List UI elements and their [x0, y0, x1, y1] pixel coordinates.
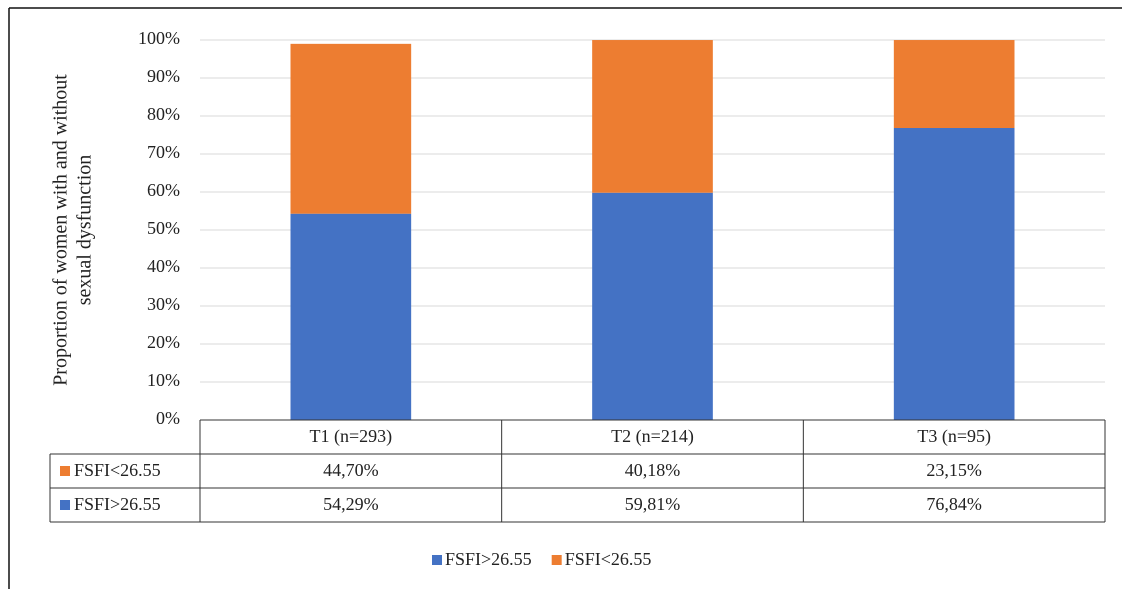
- table-value: 44,70%: [323, 460, 379, 480]
- bar-segment: [592, 192, 713, 420]
- x-tick-label: T3 (n=95): [917, 426, 991, 447]
- legend-label: FSFI>26.55: [445, 549, 532, 569]
- x-tick-label: T1 (n=293): [310, 426, 393, 447]
- y-tick-label: 70%: [147, 142, 180, 162]
- y-tick-label: 100%: [138, 28, 180, 48]
- bar-segment: [290, 213, 412, 420]
- table-legend-key: [60, 466, 70, 476]
- y-tick-label: 10%: [147, 370, 180, 390]
- table-value: 23,15%: [926, 460, 982, 480]
- bar-segment: [592, 40, 713, 193]
- y-tick-label: 40%: [147, 256, 180, 276]
- y-tick-label: 60%: [147, 180, 180, 200]
- x-tick-label: T2 (n=214): [611, 426, 694, 447]
- y-tick-label: 50%: [147, 218, 180, 238]
- bar-segment: [290, 43, 412, 214]
- y-tick-label: 90%: [147, 66, 180, 86]
- table-value: 54,29%: [323, 494, 379, 514]
- table-legend-key: [60, 500, 70, 510]
- legend-key: [432, 555, 442, 565]
- legend-label: FSFI<26.55: [565, 549, 652, 569]
- y-axis-label-line: sexual dysfunction: [74, 155, 96, 306]
- y-tick-label: 80%: [147, 104, 180, 124]
- legend-key: [551, 555, 562, 565]
- bar-segment: [893, 40, 1015, 129]
- table-series-name: FSFI>26.55: [74, 494, 161, 514]
- y-tick-label: 20%: [147, 332, 180, 352]
- table-value: 76,84%: [926, 494, 982, 514]
- y-tick-label: 0%: [156, 408, 180, 428]
- bar-segment: [893, 128, 1015, 420]
- y-axis-label-line: Proportion of women with and without: [50, 74, 72, 386]
- table-series-name: FSFI<26.55: [74, 460, 161, 480]
- y-axis-label: Proportion of women with and without sex…: [50, 74, 96, 386]
- table-value: 40,18%: [625, 460, 681, 480]
- y-tick-label: 30%: [147, 294, 180, 314]
- table-value: 59,81%: [625, 494, 681, 514]
